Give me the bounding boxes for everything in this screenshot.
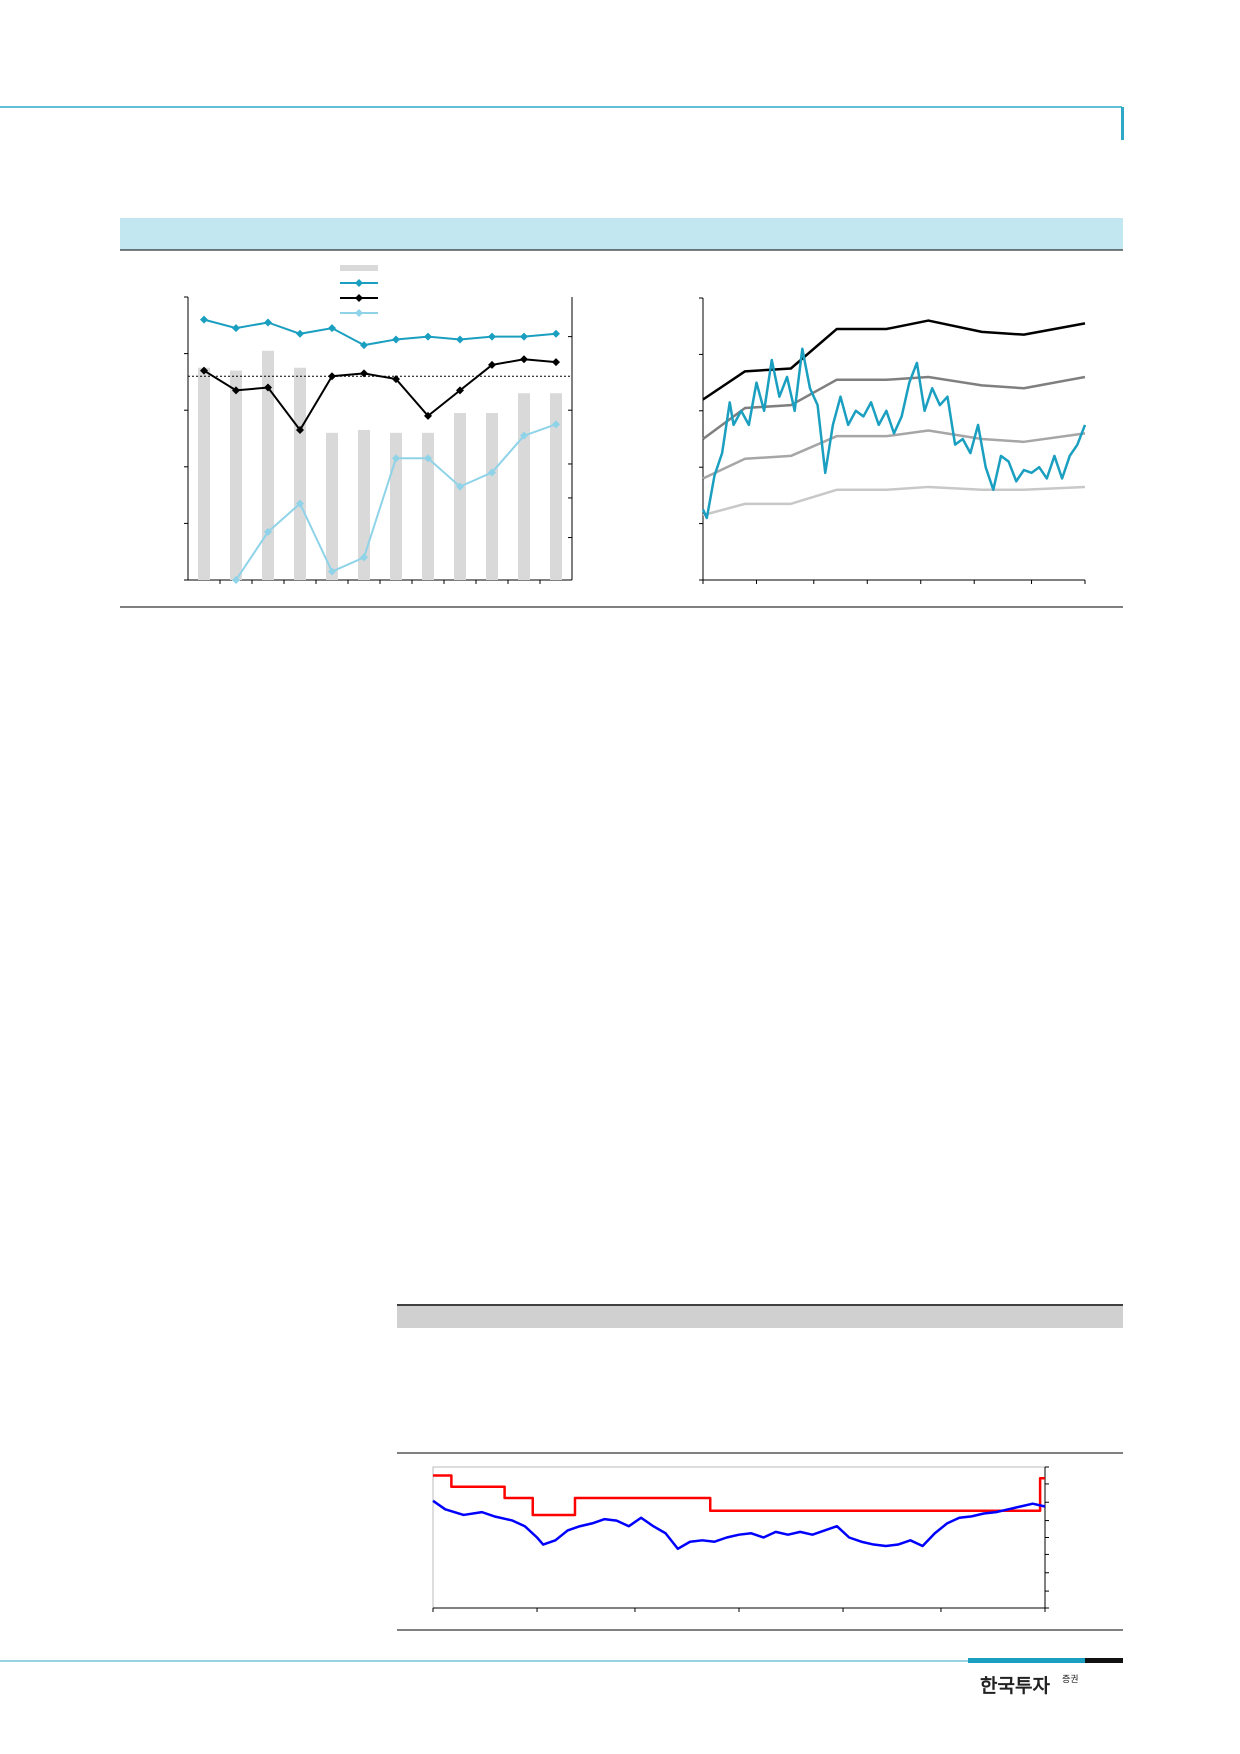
series-line — [701, 347, 1087, 520]
bar — [550, 393, 562, 580]
marker — [296, 499, 304, 508]
legend-swatch — [355, 294, 363, 302]
marker — [232, 576, 240, 584]
marker — [488, 332, 496, 341]
marker — [360, 369, 368, 378]
marker — [296, 426, 304, 435]
marker — [296, 329, 304, 338]
marker — [232, 386, 240, 395]
bar — [422, 432, 434, 580]
marker — [200, 315, 208, 324]
bar — [294, 367, 306, 580]
marker — [456, 482, 464, 491]
marker — [328, 324, 336, 333]
brand: 한국투자 — [980, 1675, 1050, 1697]
legend-swatch — [340, 265, 378, 271]
series-line — [702, 319, 1086, 401]
section-band — [120, 218, 1123, 250]
legend-swatch — [355, 309, 363, 317]
bar — [486, 413, 498, 580]
marker — [328, 567, 336, 576]
footer-bar — [1085, 1658, 1123, 1663]
marker — [520, 431, 528, 440]
table-header — [397, 1306, 1123, 1328]
bar — [198, 367, 210, 580]
bar — [358, 430, 370, 580]
marker — [392, 375, 400, 384]
bar — [262, 350, 274, 580]
marker — [328, 372, 336, 381]
legend-swatch — [355, 279, 363, 287]
marker — [520, 355, 528, 364]
marker — [488, 468, 496, 477]
series-line — [702, 429, 1086, 480]
marker — [392, 335, 400, 344]
series-line — [203, 358, 557, 432]
series-line — [702, 375, 1086, 441]
marker — [552, 358, 560, 367]
series-line — [433, 1474, 1045, 1517]
marker — [520, 332, 528, 341]
marker — [424, 454, 432, 463]
marker — [488, 360, 496, 369]
marker — [552, 420, 560, 429]
marker — [232, 324, 240, 333]
plot-frame — [432, 1466, 1046, 1609]
marker — [264, 527, 272, 536]
marker — [264, 318, 272, 327]
bar — [454, 413, 466, 580]
bar — [326, 432, 338, 580]
marker — [264, 383, 272, 392]
marker — [552, 329, 560, 338]
series-line — [203, 318, 557, 347]
marker — [200, 366, 208, 375]
bar — [518, 393, 530, 580]
marker — [360, 341, 368, 350]
marker — [360, 553, 368, 562]
marker — [392, 454, 400, 463]
marker — [424, 411, 432, 420]
marker — [456, 386, 464, 395]
bar — [230, 370, 242, 580]
top-tab — [1121, 107, 1124, 140]
series-line — [702, 485, 1086, 517]
series-line — [432, 1499, 1046, 1551]
brand-suffix: 증권 — [1062, 1673, 1079, 1685]
marker — [424, 332, 432, 341]
marker — [456, 335, 464, 344]
footer-bar — [968, 1658, 1085, 1663]
